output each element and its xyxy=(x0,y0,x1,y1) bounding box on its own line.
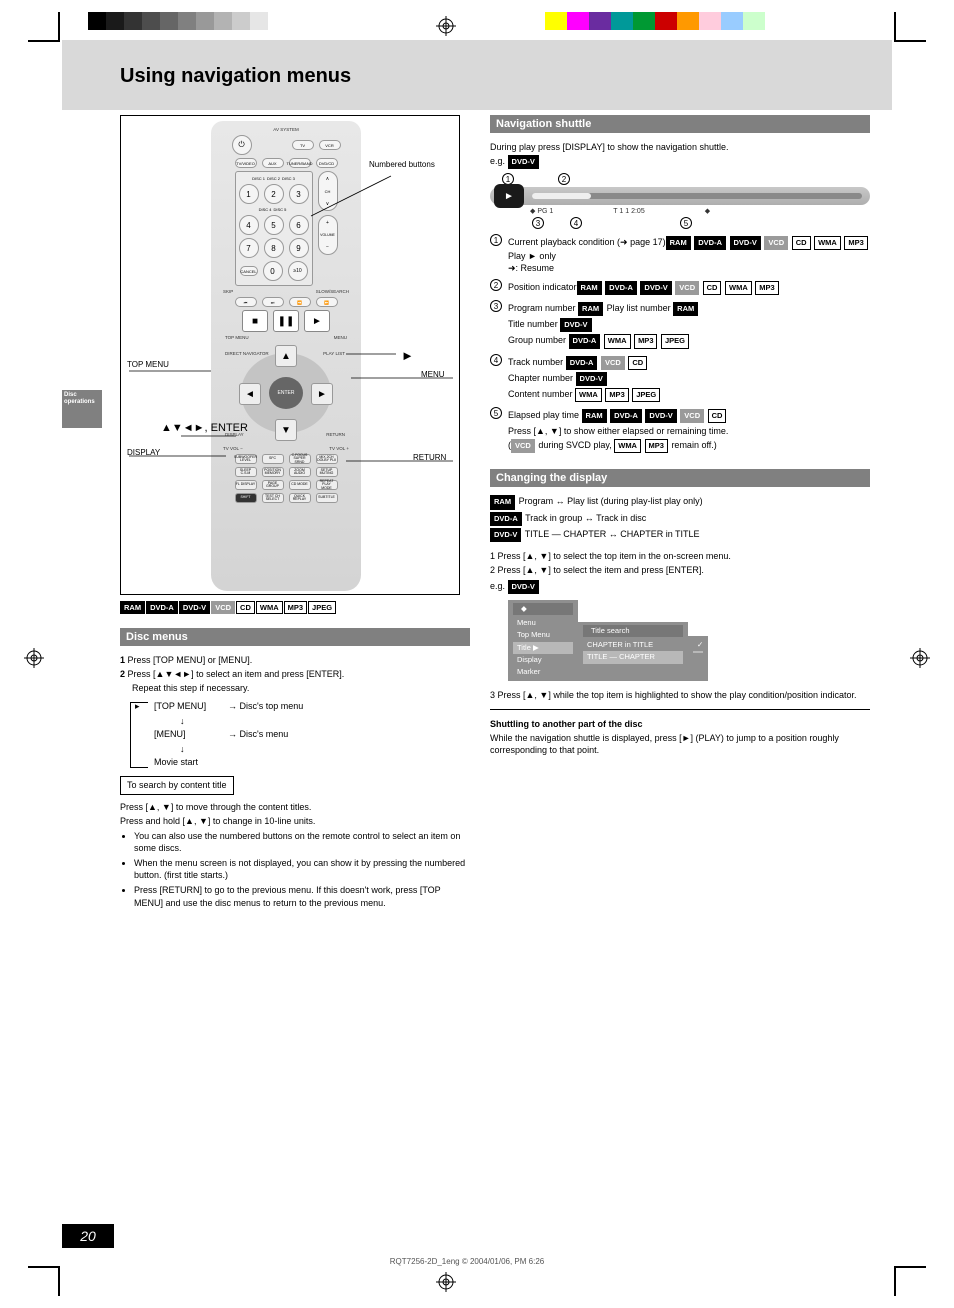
up-arrow-icon: ▲ xyxy=(275,345,297,367)
playlist-label: PLAY LIST xyxy=(323,351,345,356)
display-step3: 3 Press [▲, ▼] while the top item is hig… xyxy=(490,689,870,701)
disc-tags-row: RAMDVD-ADVD-VVCDCDWMAMP3JPEG xyxy=(120,601,470,614)
vcr-button: VCR xyxy=(319,140,341,150)
skip-fwd-icon: ⏭ xyxy=(262,297,284,307)
ffwd-icon: ⏩ xyxy=(316,297,338,307)
registration-mark xyxy=(436,16,456,36)
step-2: Press [▲▼◄►] to select an item and press… xyxy=(128,669,345,679)
rewind-icon: ⏪ xyxy=(289,297,311,307)
display-step2: 2 Press [▲, ▼] to select the item and pr… xyxy=(490,564,870,576)
registration-mark xyxy=(910,648,930,668)
down-arrow-icon: ▼ xyxy=(275,419,297,441)
page-title: Using navigation menus xyxy=(120,65,351,88)
topmenu-label: TOP MENU xyxy=(225,335,249,340)
shuttle-strip: 1 2 ► ◆ PG 1 T 1 1 2:05 ◆ 3 4 xyxy=(490,173,870,230)
eg-tag: DVD-V xyxy=(508,155,539,169)
grayscale-calibration xyxy=(88,12,286,30)
remote-label: AV SYSTEM xyxy=(273,127,298,132)
crop-mark xyxy=(894,1266,926,1268)
display-dvda: Track in group ↔ Track in disc xyxy=(525,513,646,523)
search-title-box: To search by content title xyxy=(120,776,234,794)
crop-mark xyxy=(894,40,926,42)
shuttle-definitions: 1Current playback condition (➜ page 17)R… xyxy=(490,234,870,456)
onscreen-menu-example: ◆ Menu Top Menu Title ▶ Display Marker T… xyxy=(508,600,870,681)
callout-menu: MENU xyxy=(421,370,445,379)
display-heading: Changing the display xyxy=(490,469,870,487)
remote-illustration: AV SYSTEM ⏻ TV VCR TV/VIDEO AUX TUNER/BA… xyxy=(120,115,460,595)
shuttle-intro: During play press [DISPLAY] to show the … xyxy=(490,141,870,153)
shuttle-heading: Navigation shuttle xyxy=(490,115,870,133)
return-label: RETURN xyxy=(326,432,345,437)
tuner-button: TUNER/BAND xyxy=(289,158,311,168)
display-ram: Program ↔ Play list (during play-list pl… xyxy=(519,496,703,506)
callout-numbered: Numbered buttons xyxy=(369,160,449,169)
crop-mark xyxy=(28,40,60,42)
side-tab: Disc operations xyxy=(62,390,102,428)
page-number: 20 xyxy=(62,1224,114,1248)
display-dvdv: TITLE — CHAPTER ↔ CHAPTER in TITLE xyxy=(525,529,700,539)
disc-menu-notes: You can also use the numbered buttons on… xyxy=(120,830,470,909)
callout-cursor: ▲▼◄►, ENTER xyxy=(161,422,248,434)
skip-back-icon: ⏮ xyxy=(235,297,257,307)
play-button: ► xyxy=(304,310,330,332)
color-calibration xyxy=(545,12,765,30)
crop-mark xyxy=(58,1266,60,1296)
dvdcd-button: DVD/CD xyxy=(316,158,338,168)
shuttling-title: Shuttling to another part of the disc xyxy=(490,719,643,729)
display-eg-tag: DVD-V xyxy=(508,580,539,594)
divider xyxy=(490,709,870,710)
tvvideo-button: TV/VIDEO xyxy=(235,158,257,168)
volume-rocker: +VOLUME− xyxy=(318,215,338,255)
pause-button: ❚❚ xyxy=(273,310,299,332)
menu-flow-diagram: ▸ [TOP MENU] → Disc's top menu ↓ [MENU] … xyxy=(120,700,470,770)
callout-return: RETURN xyxy=(413,453,446,462)
direct-nav-label: DIRECT NAVIGATOR xyxy=(225,351,269,356)
stop-button: ■ xyxy=(242,310,268,332)
aux-button: AUX xyxy=(262,158,284,168)
tvvol-minus: TV VOL − xyxy=(223,446,243,451)
shuttling-body: While the navigation shuttle is displaye… xyxy=(490,732,870,756)
eg-label: e.g. xyxy=(490,156,505,166)
registration-mark xyxy=(24,648,44,668)
footer-text: RQT7256-2D_1eng © 2004/01/06, PM 6:26 xyxy=(62,1257,872,1266)
display-step1: 1 Press [▲, ▼] to select the top item in… xyxy=(490,550,870,562)
crop-mark xyxy=(28,1266,60,1268)
callout-display: DISPLAY xyxy=(127,448,160,457)
crop-mark xyxy=(894,1266,896,1296)
crop-mark xyxy=(58,12,60,42)
registration-mark xyxy=(436,1272,456,1292)
tv-button: TV xyxy=(292,140,314,150)
enter-button: ENTER xyxy=(269,377,303,409)
menu-label: MENU xyxy=(334,335,347,340)
callout-topmenu: TOP MENU xyxy=(127,360,169,369)
left-arrow-icon: ◄ xyxy=(239,383,261,405)
slow-label: SLOW/SEARCH xyxy=(316,289,349,294)
power-icon: ⏻ xyxy=(232,135,252,155)
tvvol-plus: TV VOL + xyxy=(329,446,349,451)
disc-menus-heading: Disc menus xyxy=(120,628,470,646)
ch-rocker: ∧CH∨ xyxy=(318,171,338,211)
numbered-buttons: DISC 1DISC 2DISC 3 123 DISC 4DISC 5 456 … xyxy=(235,171,313,286)
crop-mark xyxy=(894,12,896,42)
step-2b: Repeat this step if necessary. xyxy=(132,682,470,694)
step-1: Press [TOP MENU] or [MENU]. xyxy=(128,655,253,665)
right-arrow-icon: ► xyxy=(311,383,333,405)
skip-label: SKIP xyxy=(223,289,233,294)
search-body-1: Press [▲, ▼] to move through the content… xyxy=(120,801,470,813)
callout-play: ► xyxy=(401,348,414,363)
search-body-2: Press and hold [▲, ▼] to change in 10-li… xyxy=(120,815,470,827)
